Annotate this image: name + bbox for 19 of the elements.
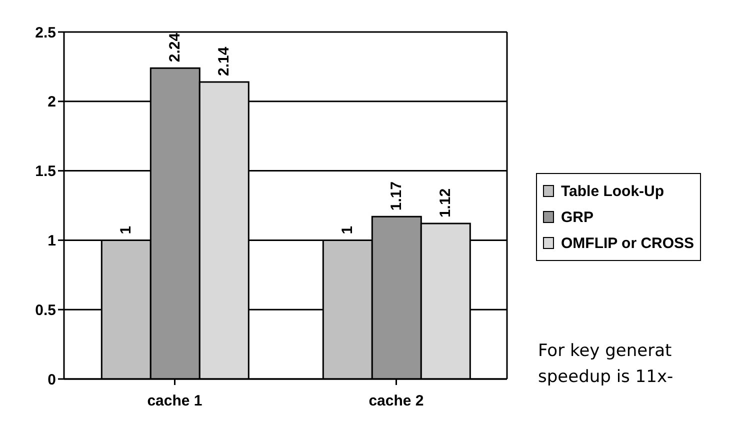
data-label: 2.14	[216, 46, 233, 76]
data-label: 1.17	[388, 181, 406, 211]
data-label: 1	[118, 226, 135, 234]
y-tick-label: 1	[48, 232, 56, 250]
legend-label: OMFLIP or CROSS	[561, 234, 694, 252]
y-tick-label: 2	[48, 94, 56, 111]
y-tick-label: 0.5	[35, 302, 56, 319]
x-tick-label: cache 1	[147, 392, 202, 410]
data-label: 2.24	[166, 32, 184, 62]
data-label: 1	[339, 226, 356, 234]
y-tick-label: 1.5	[35, 163, 56, 180]
legend-label: Table Look-Up	[561, 182, 664, 200]
x-tick-label: cache 2	[368, 392, 424, 410]
y-tick-label: 0	[48, 371, 56, 388]
legend-label: GRP	[561, 208, 594, 226]
text: speedup is 11x-	[538, 366, 674, 389]
data-label: 1.12	[437, 188, 454, 218]
text: For key generat	[538, 340, 673, 363]
y-tick-label: 2.5	[35, 24, 56, 42]
